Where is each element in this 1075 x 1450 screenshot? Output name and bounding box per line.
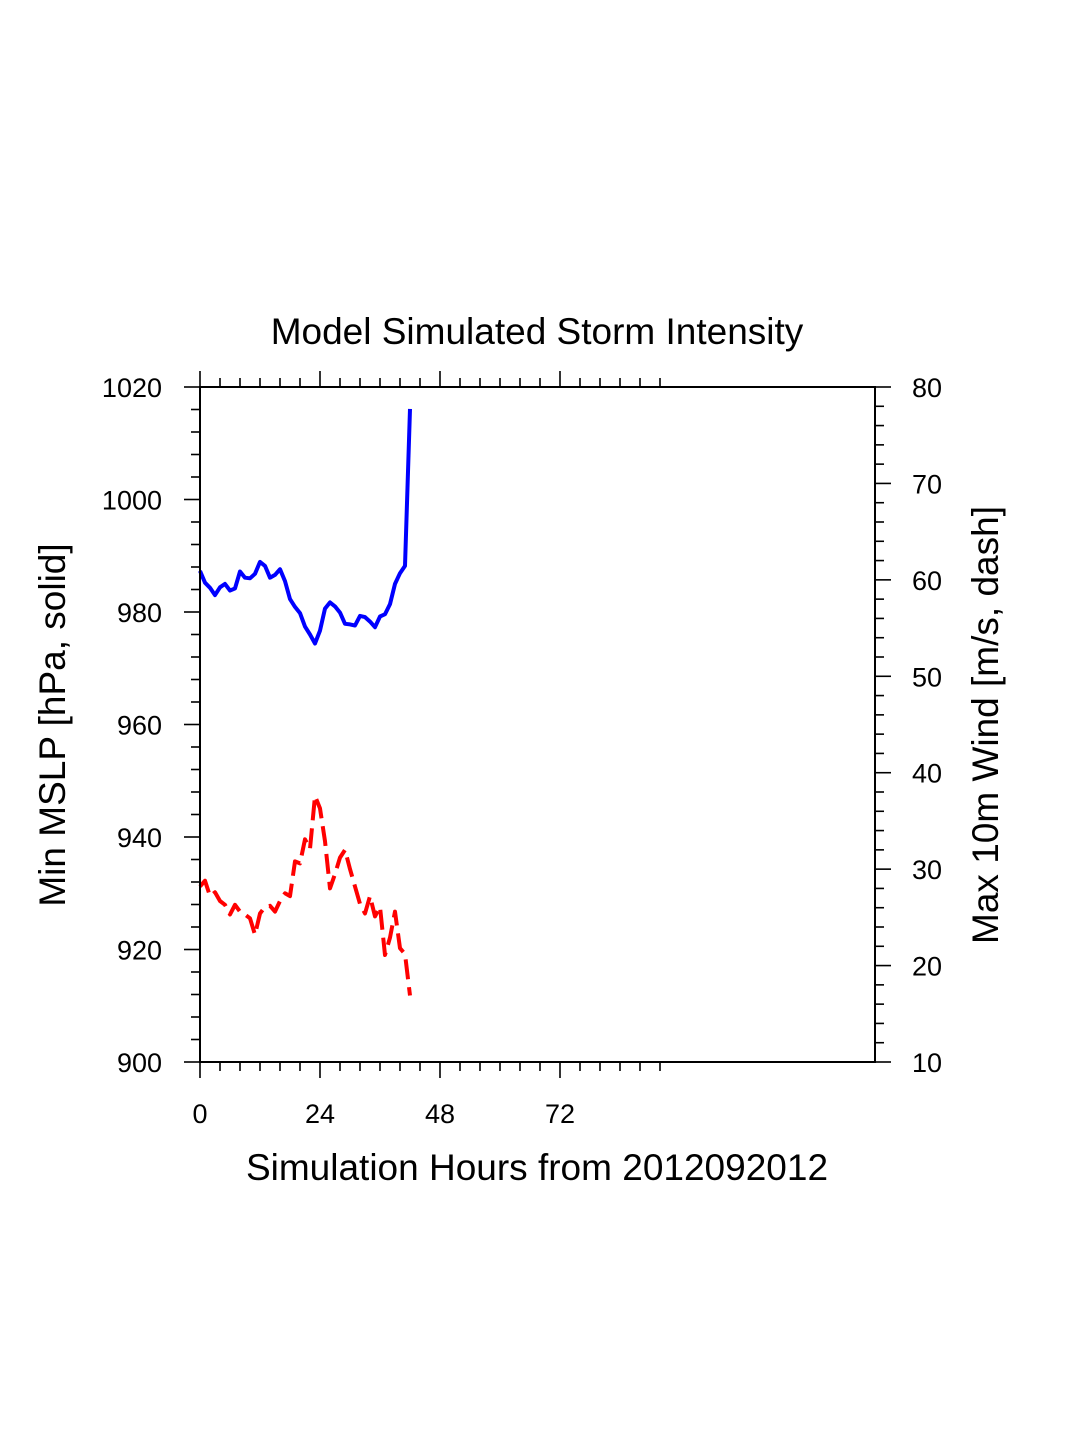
x-tick-label: 48: [425, 1099, 455, 1129]
tick-labels: 0 24 48 72900920940960980100010201020304050…: [102, 373, 942, 1129]
plot-frame: [199, 386, 876, 1063]
max-wind-line: [198, 793, 412, 996]
x-tick-label: 24: [305, 1099, 335, 1129]
tick-marks: [184, 371, 891, 1078]
y-axis-label-left: Min MSLP [hPa, solid]: [32, 543, 73, 906]
y-tick-label: 1020: [102, 373, 162, 403]
y2-tick-label: 40: [912, 759, 942, 789]
data-series: [198, 408, 412, 996]
x-tick-label: 72: [545, 1099, 575, 1129]
y-tick-label: 1000: [102, 486, 162, 516]
y2-tick-label: 80: [912, 373, 942, 403]
y-tick-label: 980: [117, 598, 162, 628]
x-tick-label: 0: [192, 1099, 207, 1129]
y2-tick-label: 70: [912, 469, 942, 499]
y-tick-label: 940: [117, 823, 162, 853]
y2-tick-label: 60: [912, 566, 942, 596]
x-axis-label: Simulation Hours from 2012092012: [246, 1147, 828, 1188]
y-axis-label-right: Max 10m Wind [m/s, dash]: [965, 506, 1006, 944]
y2-tick-label: 50: [912, 662, 942, 692]
chart-title: Model Simulated Storm Intensity: [271, 311, 804, 352]
y2-tick-label: 30: [912, 855, 942, 885]
y-tick-label: 900: [117, 1048, 162, 1078]
y2-tick-label: 10: [912, 1048, 942, 1078]
y-tick-label: 960: [117, 711, 162, 741]
y2-tick-label: 20: [912, 952, 942, 982]
min-mslp-line: [198, 408, 412, 646]
y-tick-label: 920: [117, 936, 162, 966]
